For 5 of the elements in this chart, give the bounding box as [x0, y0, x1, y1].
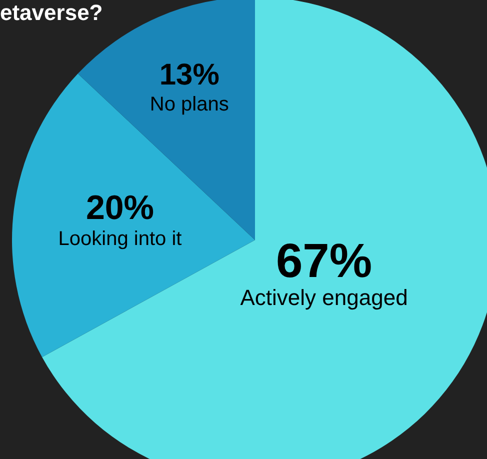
slice-label: Looking into it	[58, 228, 182, 250]
data-label: 20%	[86, 188, 154, 227]
data-label: 13%	[159, 58, 220, 92]
chart-title: etaverse?	[0, 0, 103, 25]
slice-label: No plans	[150, 93, 229, 116]
